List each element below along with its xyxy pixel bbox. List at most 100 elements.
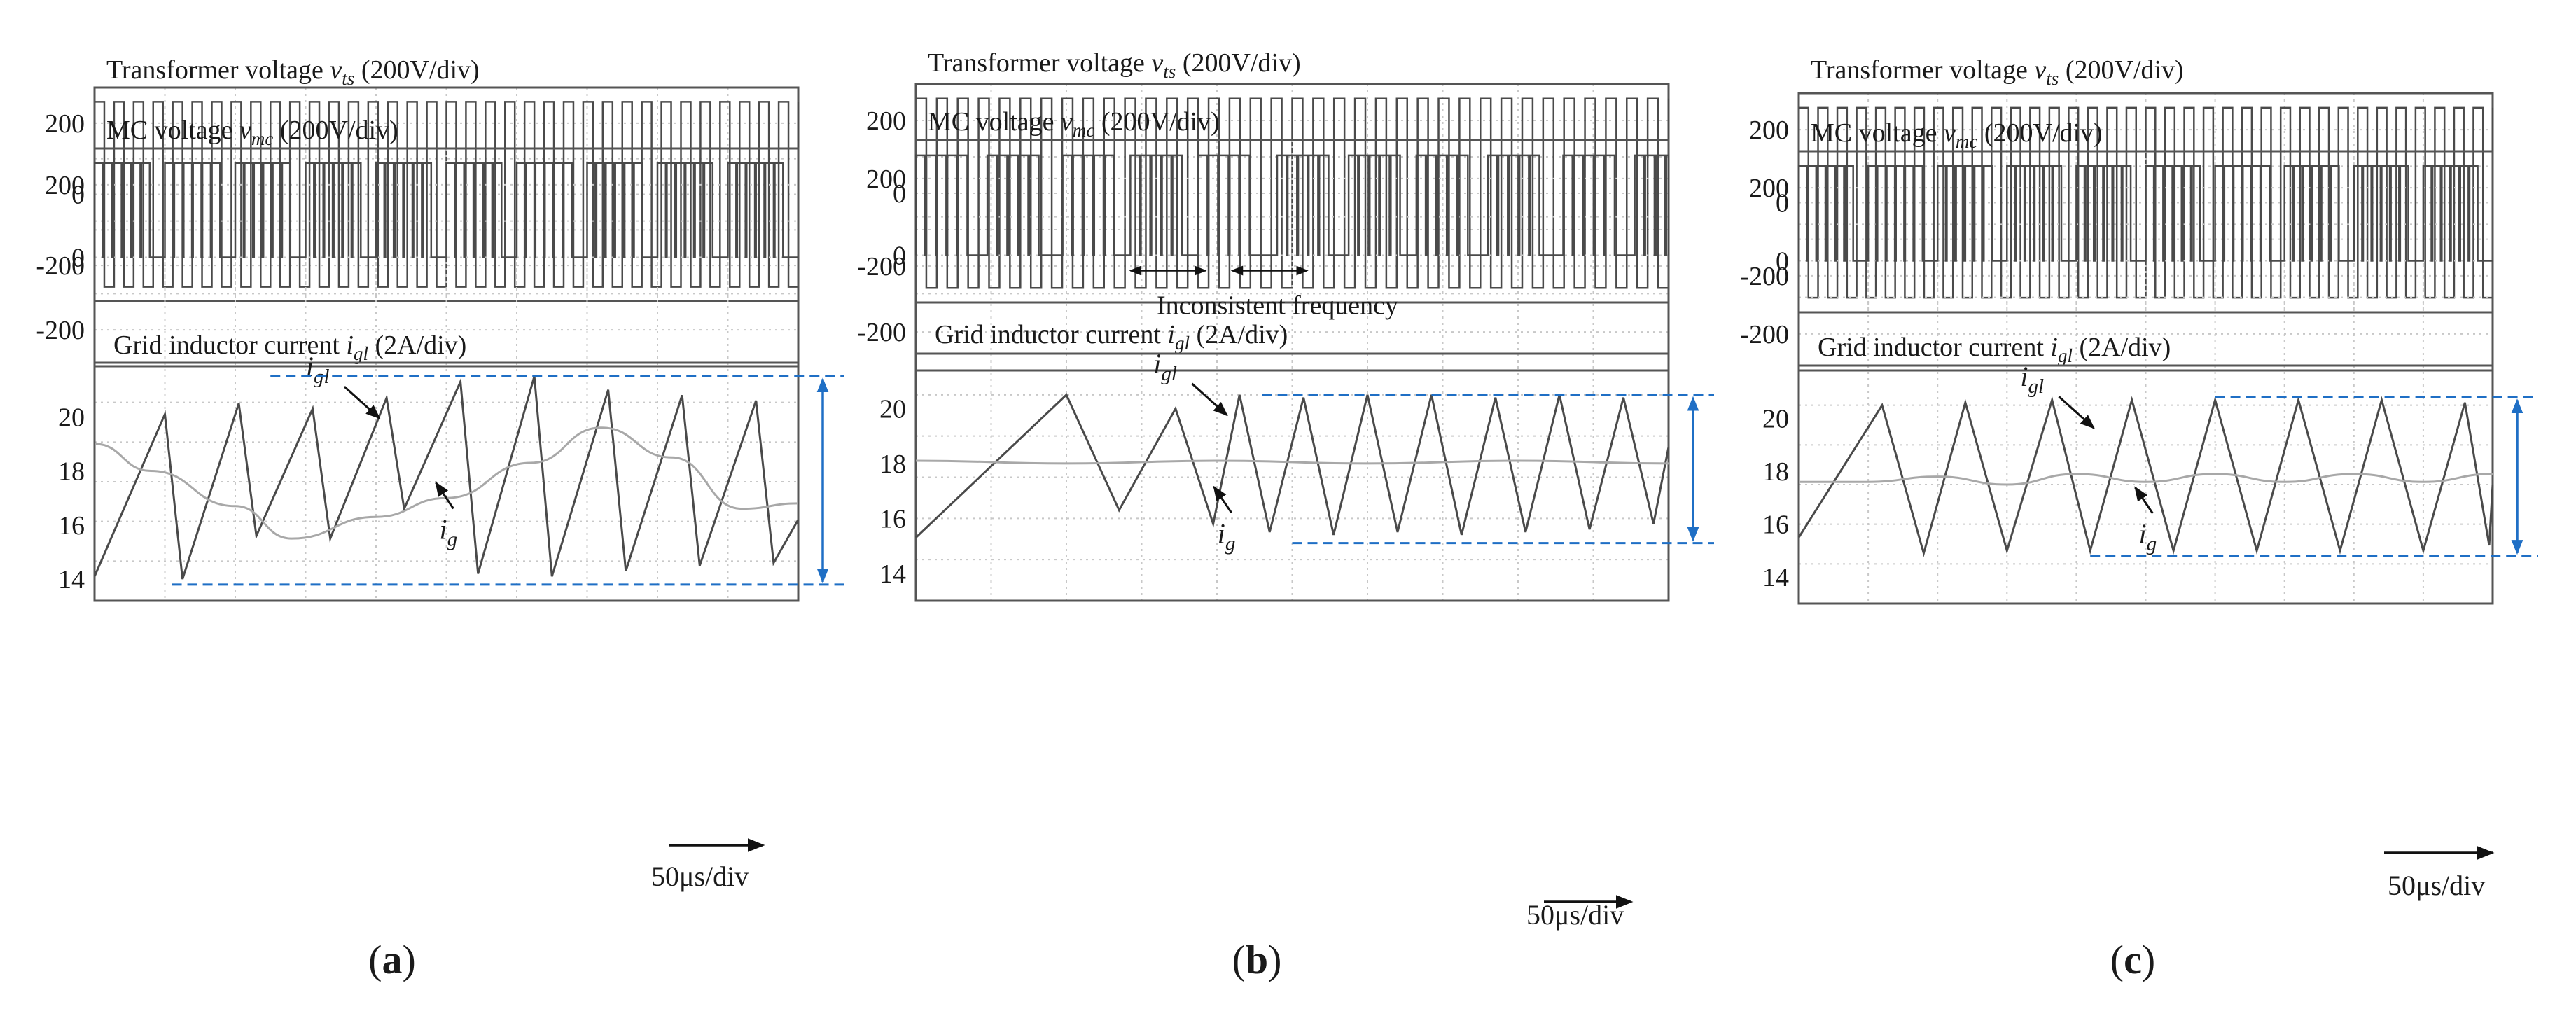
chart-title-subscript: gl xyxy=(2058,345,2073,366)
chart-title-suffix: (200V/div) xyxy=(1176,48,1300,78)
ig-label: ig xyxy=(1218,517,1236,555)
time-scale-label: 50μs/div xyxy=(651,861,749,892)
chart-title-prefix: MC voltage xyxy=(1811,118,1944,148)
chart-title-suffix: (2A/div) xyxy=(368,330,466,360)
transformer-tick-label: 200 xyxy=(1749,116,1789,145)
chart-title-subscript: ts xyxy=(342,68,354,89)
chart-title-suffix: (200V/div) xyxy=(354,55,479,85)
chart-title-prefix: Transformer voltage xyxy=(1811,55,2034,85)
mc-voltage-trace xyxy=(93,162,798,258)
chart-title-prefix: Grid inductor current xyxy=(1818,333,2050,362)
igl-current-trace xyxy=(93,375,800,580)
mc-tick-label: -200 xyxy=(857,318,906,347)
transformer-tick-label: 200 xyxy=(866,106,906,136)
grid-title: Grid inductor current igl (2A/div) xyxy=(113,330,466,364)
mc-tick-label: 0 xyxy=(71,244,85,273)
transformer-tick-label: -200 xyxy=(36,251,85,281)
chart-title-subscript: ts xyxy=(2046,68,2059,89)
grid-tick-label: 16 xyxy=(1762,510,1789,540)
grid-title: Grid inductor current igl (2A/div) xyxy=(935,320,1288,354)
mc-title: MC voltage vmc (200V/div) xyxy=(1811,118,2103,152)
chart-title-symbol: v xyxy=(1061,107,1073,137)
grid-plot xyxy=(93,361,800,602)
igl-label: igl xyxy=(2020,361,2044,398)
grid-tick-label: 14 xyxy=(58,565,85,594)
chart-title-prefix: Grid inductor current xyxy=(113,330,346,360)
chart-title-symbol: i xyxy=(2050,333,2058,362)
transformer-tick-label: 0 xyxy=(893,179,906,209)
grid-tick-label: 18 xyxy=(1762,457,1789,487)
chart-title-suffix: (200V/div) xyxy=(2059,55,2183,85)
grid-tick-label: 20 xyxy=(58,403,85,432)
mc-tick-label: 200 xyxy=(866,165,906,194)
series-label-symbol: i xyxy=(2020,361,2028,392)
panel-letter-open: ( xyxy=(1232,937,1246,982)
series-label-symbol: i xyxy=(1218,517,1225,549)
ig-current-trace xyxy=(915,459,1669,465)
chart-title-symbol: v xyxy=(239,116,251,145)
panel-letter-close: ) xyxy=(403,937,416,982)
grid-title: Grid inductor current igl (2A/div) xyxy=(1818,333,2171,366)
time-scale-label: 50μs/div xyxy=(1526,899,1624,931)
series-label-subscript: gl xyxy=(2028,375,2045,398)
chart-title-symbol: i xyxy=(1167,320,1175,349)
panel-letter: (a) xyxy=(368,937,416,982)
chart-title-suffix: (2A/div) xyxy=(2073,333,2171,362)
mc-title: MC voltage vmc (200V/div) xyxy=(106,116,398,149)
transformer-title: Transformer voltage vts (200V/div) xyxy=(928,48,1301,82)
ig-label: ig xyxy=(2139,518,2157,555)
mc-tick-label: 0 xyxy=(1776,247,1789,277)
transformer-title: Transformer voltage vts (200V/div) xyxy=(106,55,480,89)
transformer-tick-label: -200 xyxy=(857,252,906,281)
mc-tick-label: 0 xyxy=(893,242,906,271)
panel-letter-open: ( xyxy=(2110,937,2124,982)
ig-label-arrow xyxy=(1213,485,1232,514)
grid-frame xyxy=(93,361,800,602)
series-label-symbol: i xyxy=(1153,348,1161,380)
mc-tick-label: 200 xyxy=(45,171,85,200)
grid-tick-label: 18 xyxy=(879,450,906,479)
series-label-symbol: i xyxy=(440,513,447,545)
panel-letter-open: ( xyxy=(368,937,382,982)
panel-letter-close: ) xyxy=(2142,937,2155,982)
ig-label-arrow xyxy=(2134,486,2154,514)
panel-letter-close: ) xyxy=(1268,937,1281,982)
igl-label-arrow xyxy=(343,385,381,419)
igl-label: igl xyxy=(1153,348,1177,385)
grid-tick-label: 20 xyxy=(879,394,906,424)
transformer-tick-label: 200 xyxy=(45,109,85,139)
chart-title-symbol: v xyxy=(1151,48,1163,78)
chart-title-subscript: mc xyxy=(1956,131,1977,152)
igl-current-trace xyxy=(914,393,1670,538)
transformer-voltage-trace xyxy=(1799,106,2494,299)
series-label-subscript: g xyxy=(2147,533,2157,555)
grid-tick-label: 16 xyxy=(879,504,906,534)
igl-label-arrow xyxy=(1191,382,1228,417)
transformer-tick-label: 0 xyxy=(1776,189,1789,218)
ig-label-arrow xyxy=(435,481,454,510)
mc-title: MC voltage vmc (200V/div) xyxy=(928,107,1220,141)
mc-tick-label: 200 xyxy=(1749,174,1789,203)
series-label-subscript: g xyxy=(1225,532,1236,555)
series-label-symbol: i xyxy=(2139,518,2147,550)
transformer-voltage-trace xyxy=(916,97,1670,289)
series-label-subscript: g xyxy=(447,528,458,550)
grid-tick-label: 16 xyxy=(58,511,85,541)
grid-frame xyxy=(914,352,1670,602)
grid-tick-label: 14 xyxy=(879,559,906,589)
ig-label: ig xyxy=(440,513,458,550)
mc-voltage-trace xyxy=(1797,165,2493,262)
chart-title-symbol: v xyxy=(2034,55,2046,85)
mc-tick-label: -200 xyxy=(1740,320,1789,349)
chart-title-symbol: i xyxy=(346,330,354,360)
time-scale-label: 50μs/div xyxy=(2388,870,2485,901)
chart-title-suffix: (200V/div) xyxy=(1094,107,1219,137)
transformer-tick-label: 0 xyxy=(71,181,85,210)
igl-label-arrow xyxy=(2058,396,2095,429)
panel-letter-value: b xyxy=(1246,937,1268,982)
chart-title-suffix: (2A/div) xyxy=(1190,320,1288,349)
series-label-subscript: gl xyxy=(1161,363,1177,385)
chart-title-subscript: mc xyxy=(1073,120,1094,141)
mc-tick-label: -200 xyxy=(36,316,85,345)
